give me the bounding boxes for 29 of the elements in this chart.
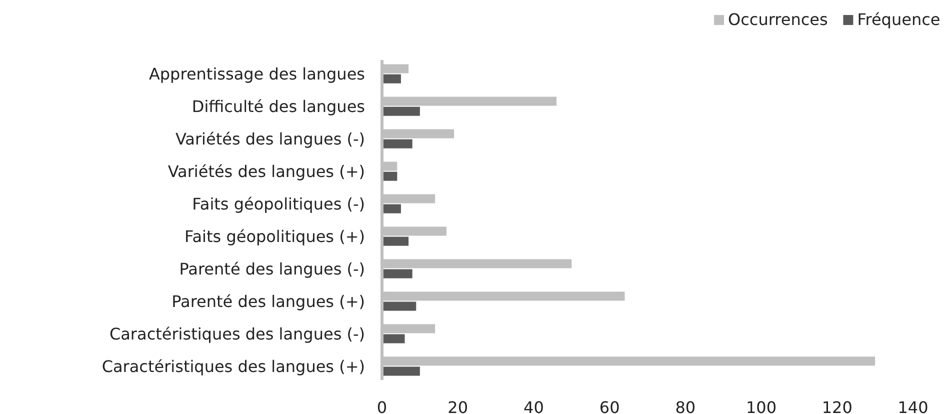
x-tick-label: 0 [376, 398, 388, 414]
x-tick-label: 40 [524, 398, 544, 414]
y-tick-label: Faits géopolitiques (+) [184, 226, 365, 246]
bar [382, 74, 401, 84]
y-tick-label: Apprentissage des langues [148, 64, 365, 84]
bar [382, 204, 401, 214]
y-tick-label: Parenté des langues (+) [172, 292, 365, 311]
x-tick-label: 20 [448, 398, 468, 414]
bar [382, 302, 416, 311]
bar [382, 269, 412, 278]
x-tick-label: 140 [898, 398, 928, 414]
y-tick-label: Difficulté des langues [192, 96, 365, 116]
y-tick-label: Caractéristiques des langues (+) [102, 356, 365, 376]
x-tick-label: 60 [599, 398, 620, 414]
y-tick-label: Variétés des langues (+) [168, 162, 365, 181]
y-tick-label: Caractéristiques des langues (-) [109, 324, 365, 344]
bar [382, 106, 420, 116]
x-tick-label: 120 [822, 398, 852, 414]
y-tick-label: Variétés des langues (-) [175, 129, 365, 148]
bar [382, 236, 409, 246]
bar [382, 366, 420, 376]
y-tick-label: Faits géopolitiques (-) [192, 194, 365, 214]
legend-label: Fréquence [857, 10, 940, 29]
bar [382, 334, 405, 344]
bar [382, 139, 412, 148]
x-tick-label: 100 [746, 398, 777, 414]
y-tick-label: Parenté des langues (-) [179, 259, 365, 278]
legend-label: Occurrences [728, 10, 828, 29]
x-tick-label: 80 [675, 398, 696, 414]
